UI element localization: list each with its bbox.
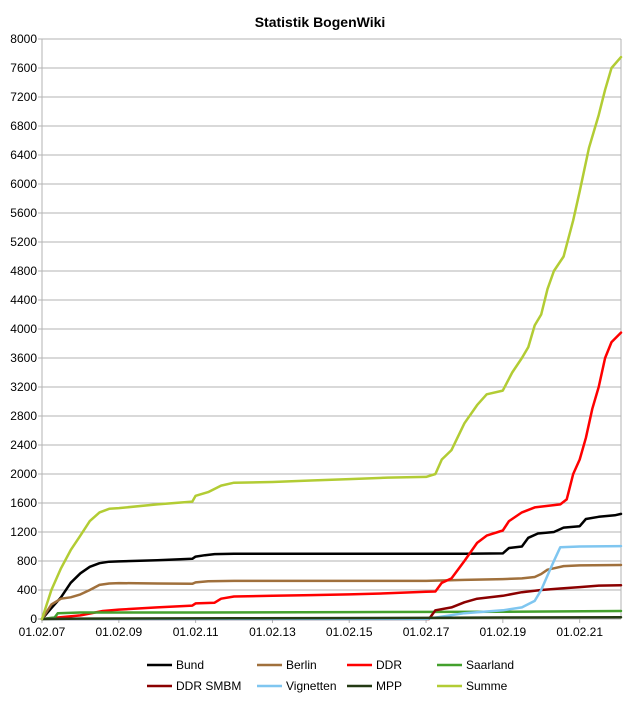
y-tick-label: 400 <box>17 583 37 597</box>
legend-label: Summe <box>466 679 508 693</box>
y-tick-label: 800 <box>17 554 37 568</box>
y-tick-label: 7600 <box>10 61 37 75</box>
series-lines <box>40 55 623 621</box>
legend-label: DDR SMBM <box>176 679 241 693</box>
legend-label: MPP <box>376 679 402 693</box>
series-line-ddr <box>40 331 623 621</box>
y-tick-label: 6400 <box>10 148 37 162</box>
x-tick-label: 01.02.09 <box>95 625 142 639</box>
x-tick-label: 01.02.15 <box>326 625 373 639</box>
x-tick-label: 01.02.17 <box>403 625 450 639</box>
y-tick-label: 6800 <box>10 119 37 133</box>
axes: 0 400 800 1200 1600 2000 2400 2800 3200 3600 4000 4… <box>10 32 622 639</box>
series-line-summe <box>40 55 623 621</box>
series-line-mpp <box>40 615 623 621</box>
y-tick-label: 3200 <box>10 380 37 394</box>
chart-title: Statistik BogenWiki <box>255 14 386 30</box>
y-tick-label: 4800 <box>10 264 37 278</box>
x-tick-label: 01.02.07 <box>19 625 66 639</box>
y-tick-label: 1600 <box>10 496 37 510</box>
y-tick-label: 2000 <box>10 467 37 481</box>
y-tick-label: 8000 <box>10 32 37 46</box>
legend-item: DDR SMBM <box>147 679 241 693</box>
legend: Bund Berlin DDR Saarland DDR SMBM Vignetten MP… <box>147 658 514 693</box>
y-tick-label: 6000 <box>10 177 37 191</box>
legend-item: Vignetten <box>257 679 337 693</box>
x-tick-label: 01.02.11 <box>173 625 219 639</box>
legend-item: Berlin <box>257 658 317 672</box>
series-line-bund <box>40 512 623 621</box>
x-tick-label: 01.02.19 <box>479 625 526 639</box>
series-line-ddr-smbm <box>40 584 623 621</box>
legend-label: Berlin <box>286 658 317 672</box>
legend-label: DDR <box>376 658 402 672</box>
legend-label: Saarland <box>466 658 514 672</box>
y-tick-label: 2400 <box>10 438 37 452</box>
y-tick-label: 3600 <box>10 351 37 365</box>
y-tick-label: 4000 <box>10 322 37 336</box>
y-tick-label: 2800 <box>10 409 37 423</box>
legend-item: MPP <box>347 679 402 693</box>
legend-item: Saarland <box>437 658 514 672</box>
y-tick-label: 5600 <box>10 206 37 220</box>
y-tick-label: 1200 <box>10 525 37 539</box>
gridlines <box>42 38 621 620</box>
legend-item: DDR <box>347 658 402 672</box>
y-tick-label: 7200 <box>10 90 37 104</box>
legend-item: Summe <box>437 679 508 693</box>
x-tick-label: 01.02.21 <box>556 625 603 639</box>
y-tick-label: 5200 <box>10 235 37 249</box>
legend-item: Bund <box>147 658 204 672</box>
y-tick-label: 0 <box>30 612 37 626</box>
legend-label: Bund <box>176 658 204 672</box>
series-line-berlin <box>40 563 623 621</box>
legend-label: Vignetten <box>286 679 337 693</box>
series-line-vignetten <box>40 544 623 621</box>
y-tick-label: 4400 <box>10 293 37 307</box>
x-tick-label: 01.02.13 <box>249 625 296 639</box>
